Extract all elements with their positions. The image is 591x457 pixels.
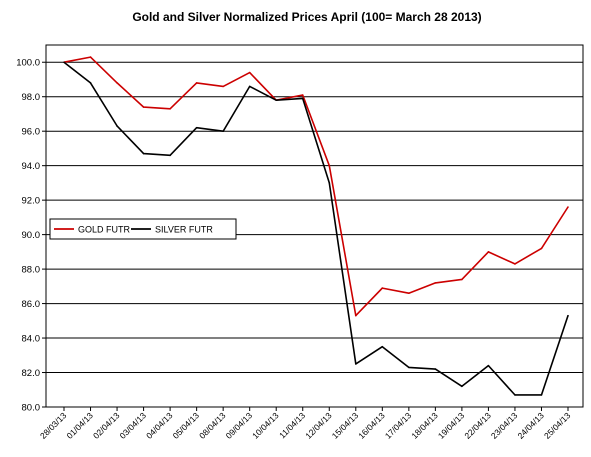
- silver-data-point: [354, 363, 357, 365]
- y-tick-label: 98.0: [22, 92, 41, 103]
- chart-title: Gold and Silver Normalized Prices April …: [132, 10, 481, 24]
- silver-data-point: [381, 345, 384, 348]
- x-tick-label: 11/04/13: [277, 410, 307, 440]
- x-tick-label: 22/04/13: [462, 410, 493, 441]
- x-tick-label: 02/04/13: [91, 410, 122, 441]
- silver-data-point: [434, 368, 437, 370]
- gold-data-point: [169, 107, 171, 110]
- x-tick-label: 15/04/13: [330, 410, 361, 441]
- x-tick-label: 03/04/13: [118, 410, 149, 441]
- y-tick-label: 92.0: [22, 196, 41, 207]
- x-tick-label: 01/04/13: [64, 410, 95, 441]
- y-tick-label: 84.0: [22, 334, 41, 345]
- silver-data-point: [248, 85, 251, 88]
- legend-label: SILVER FUTR: [155, 225, 213, 235]
- y-tick-label: 94.0: [22, 161, 41, 172]
- x-tick-label: 05/04/13: [171, 410, 202, 441]
- gold-data-point: [248, 71, 251, 74]
- silver-data-point: [142, 152, 145, 155]
- legend-label: GOLD FUTR: [78, 225, 131, 235]
- x-tick-label: 25/04/13: [542, 410, 573, 441]
- gold-data-point: [540, 247, 543, 250]
- legend: GOLD FUTR SILVER FUTR: [49, 218, 237, 240]
- gold-data-point: [461, 278, 463, 281]
- y-tick-label: 80.0: [22, 403, 41, 414]
- y-tick-label: 90.0: [22, 230, 41, 241]
- silver-data-point: [567, 314, 569, 317]
- x-tick-label: 28/03/13: [38, 410, 69, 441]
- gold-data-point: [301, 94, 304, 96]
- silver-data-point: [461, 385, 463, 388]
- gold-data-point: [116, 82, 118, 84]
- silver-data-point: [169, 154, 171, 157]
- x-tick-label: 10/04/13: [250, 410, 281, 441]
- gold-data-point: [89, 56, 92, 58]
- gold-data-point: [381, 287, 384, 289]
- silver-data-point: [89, 82, 92, 84]
- gold-data-point: [354, 314, 357, 317]
- silver-data-point: [301, 97, 304, 100]
- x-tick-label: 08/04/13: [197, 410, 228, 441]
- gold-data-point: [567, 206, 569, 208]
- y-tick-label: 86.0: [22, 299, 41, 310]
- gold-series-line: [63, 56, 569, 317]
- silver-data-point: [63, 61, 65, 64]
- silver-data-point: [514, 394, 516, 396]
- gold-data-point: [195, 82, 198, 84]
- y-tick-label: 100.0: [16, 58, 40, 69]
- y-tick-label: 82.0: [22, 368, 41, 379]
- silver-data-point: [222, 130, 224, 132]
- silver-data-point: [487, 364, 490, 367]
- gold-data-point: [222, 85, 224, 88]
- silver-data-point: [540, 394, 543, 396]
- gold-data-point: [487, 251, 490, 253]
- y-tick-label: 88.0: [22, 265, 41, 276]
- series-lines: [63, 56, 569, 396]
- gold-data-point: [514, 263, 516, 265]
- x-tick-label: 23/04/13: [489, 410, 520, 441]
- silver-series-line: [63, 61, 569, 396]
- gold-data-point: [408, 292, 410, 295]
- gold-data-point: [142, 106, 145, 108]
- x-tick-label: 24/04/13: [515, 410, 546, 441]
- x-tick-label: 04/04/13: [144, 410, 175, 441]
- x-axis: 28/03/1301/04/1302/04/1303/04/1304/04/13…: [38, 407, 573, 441]
- grid-lines: [46, 61, 583, 408]
- gold-data-point: [434, 282, 437, 284]
- x-tick-label: 09/04/13: [224, 410, 255, 441]
- x-tick-label: 16/04/13: [356, 410, 387, 441]
- x-tick-label: 12/04/13: [303, 410, 334, 441]
- silver-data-point: [195, 126, 198, 129]
- x-tick-label: 17/04/13: [383, 410, 414, 441]
- y-axis: 80.0 82.0 84.0 86.0 88.0 90.0 92.0 94.0 96.0 98.0…: [16, 58, 46, 414]
- silver-data-point: [408, 366, 410, 369]
- silver-data-point: [275, 99, 278, 101]
- gold-data-point: [328, 164, 331, 167]
- silver-data-point: [116, 125, 118, 127]
- silver-data-point: [328, 182, 331, 184]
- x-tick-label: 18/04/13: [409, 410, 440, 441]
- y-tick-label: 96.0: [22, 127, 41, 138]
- x-tick-label: 19/04/13: [436, 410, 467, 441]
